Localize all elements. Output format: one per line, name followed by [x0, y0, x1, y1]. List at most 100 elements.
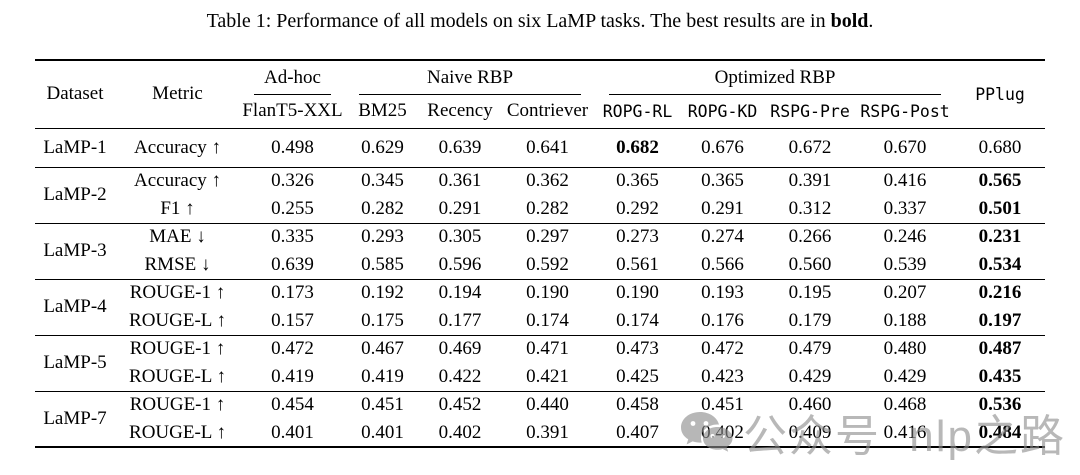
value-cell: 0.585 — [361, 253, 404, 275]
value-cell: 0.425 — [616, 365, 659, 387]
caption-prefix: Table 1: Performance of all models on si… — [206, 10, 831, 32]
value-cell: 0.255 — [271, 197, 314, 219]
col-header-rspg-pre: RSPG-Pre — [770, 101, 850, 121]
value-cell: 0.391 — [788, 170, 832, 192]
dataset-cell: LaMP-4 — [43, 296, 107, 317]
value-cell: 0.391 — [526, 421, 569, 443]
value-cell: 0.195 — [788, 282, 832, 304]
col-header-metric: Metric — [152, 83, 203, 105]
table-row: LaMP-2 Accuracy ↑ 0.326 0.345 0.361 0.36… — [35, 167, 1046, 205]
dataset-cell: LaMP-7 — [43, 407, 107, 429]
value-cell-best: 0.534 — [978, 253, 1022, 275]
value-cell: 0.297 — [526, 226, 569, 248]
value-cell: 0.273 — [616, 226, 659, 248]
value-cell: 0.416 — [883, 421, 927, 443]
metric-cell: ROUGE-1 ↑ — [129, 394, 226, 416]
value-cell: 0.266 — [788, 226, 832, 248]
value-cell: 0.246 — [883, 226, 927, 248]
value-cell: 0.365 — [616, 170, 659, 192]
value-cell: 0.194 — [438, 282, 482, 304]
group-header-optimized-rbp-label: Optimized RBP — [714, 67, 836, 88]
value-cell: 0.467 — [361, 338, 404, 360]
value-cell: 0.592 — [526, 253, 569, 275]
value-cell: 0.177 — [438, 309, 482, 331]
table-row: RMSE ↓ 0.639 0.585 0.596 0.592 0.561 0.5… — [35, 251, 1045, 279]
value-cell: 0.469 — [438, 338, 482, 360]
value-cell: 0.676 — [701, 136, 744, 158]
value-cell: 0.361 — [438, 170, 482, 192]
value-cell: 0.472 — [701, 338, 744, 360]
metric-cell: ROUGE-L ↑ — [129, 309, 226, 331]
value-cell: 0.305 — [438, 226, 482, 248]
table-body: LaMP-1 Accuracy ↑ 0.498 0.629 0.639 0.64… — [35, 128, 1046, 447]
value-cell: 0.188 — [883, 309, 927, 331]
col-header-ropg-rl: ROPG-RL — [602, 101, 673, 121]
value-cell: 0.670 — [883, 136, 927, 158]
value-cell: 0.639 — [271, 253, 314, 275]
value-cell: 0.190 — [526, 282, 569, 304]
value-cell: 0.402 — [438, 421, 482, 443]
metric-cell: F1 ↑ — [160, 197, 195, 219]
table-row: LaMP-3 MAE ↓ 0.335 0.293 0.305 0.297 0.2… — [35, 223, 1046, 261]
table-row: ROUGE-L ↑ 0.157 0.175 0.177 0.174 0.174 … — [35, 307, 1045, 335]
value-cell-best: 0.197 — [978, 309, 1022, 331]
value-cell: 0.193 — [701, 282, 744, 304]
value-cell: 0.473 — [616, 338, 659, 360]
value-cell: 0.291 — [701, 197, 744, 219]
value-cell: 0.292 — [616, 197, 659, 219]
group-header-optimized-rbp: Optimized RBP — [595, 60, 955, 95]
dataset-cell: LaMP-2 — [43, 184, 107, 205]
value-cell: 0.680 — [978, 136, 1022, 158]
group-header-adhoc: Ad-hoc — [240, 60, 345, 95]
value-cell-best: 0.484 — [978, 421, 1022, 443]
group-header-naive-rbp-label: Naive RBP — [427, 67, 514, 88]
value-cell: 0.566 — [701, 253, 744, 275]
metric-cell: MAE ↓ — [149, 226, 206, 248]
table-row: LaMP-4 ROUGE-1 ↑ 0.173 0.192 0.194 0.190… — [35, 279, 1046, 317]
value-cell-best: 0.536 — [978, 394, 1022, 416]
table-row: ROUGE-L ↑ 0.419 0.419 0.422 0.421 0.425 … — [35, 363, 1045, 391]
col-header-dataset: Dataset — [46, 83, 104, 105]
value-cell: 0.175 — [361, 309, 404, 331]
metric-cell: Accuracy ↑ — [133, 170, 222, 192]
value-cell: 0.454 — [271, 394, 314, 416]
value-cell: 0.282 — [526, 197, 569, 219]
value-cell: 0.451 — [361, 394, 404, 416]
value-cell: 0.421 — [526, 365, 569, 387]
value-cell-best: 0.231 — [978, 226, 1022, 248]
value-cell-best: 0.565 — [978, 170, 1022, 192]
header-row-groups: Dataset Metric Ad-hoc Naive RBP Optimize… — [35, 60, 1045, 104]
value-cell-best: 0.435 — [978, 365, 1022, 387]
value-cell: 0.174 — [526, 309, 569, 331]
value-cell: 0.362 — [526, 170, 569, 192]
value-cell: 0.672 — [788, 136, 832, 158]
value-cell: 0.419 — [271, 365, 314, 387]
col-header-pplug: PPlug — [975, 84, 1025, 104]
value-cell: 0.423 — [701, 365, 744, 387]
value-cell: 0.451 — [701, 394, 744, 416]
value-cell: 0.192 — [361, 282, 404, 304]
value-cell: 0.440 — [526, 394, 569, 416]
value-cell-best: 0.501 — [978, 197, 1022, 219]
table-row: F1 ↑ 0.255 0.282 0.291 0.282 0.292 0.291… — [35, 195, 1045, 223]
value-cell: 0.452 — [438, 394, 482, 416]
value-cell: 0.402 — [701, 421, 744, 443]
col-header-rspg-post: RSPG-Post — [860, 101, 950, 121]
value-cell: 0.641 — [526, 136, 569, 158]
group-header-naive-rbp: Naive RBP — [345, 60, 595, 95]
col-header-recency: Recency — [427, 100, 493, 122]
value-cell: 0.458 — [616, 394, 659, 416]
metric-cell: ROUGE-L ↑ — [129, 365, 226, 387]
value-cell: 0.560 — [788, 253, 832, 275]
caption-bold-word: bold — [830, 10, 869, 32]
value-cell: 0.176 — [701, 309, 744, 331]
header-row-models: FlanT5-XXL BM25 Recency Contriever ROPG-… — [35, 95, 1045, 128]
value-cell: 0.480 — [883, 338, 927, 360]
metric-cell: ROUGE-1 ↑ — [129, 282, 226, 304]
table-caption: Table 1: Performance of all models on si… — [0, 0, 1080, 33]
table-row: LaMP-7 ROUGE-1 ↑ 0.454 0.451 0.452 0.440… — [35, 391, 1046, 429]
value-cell: 0.429 — [883, 365, 927, 387]
value-cell: 0.282 — [361, 197, 404, 219]
value-cell: 0.416 — [883, 170, 927, 192]
metric-cell: ROUGE-L ↑ — [129, 421, 226, 443]
